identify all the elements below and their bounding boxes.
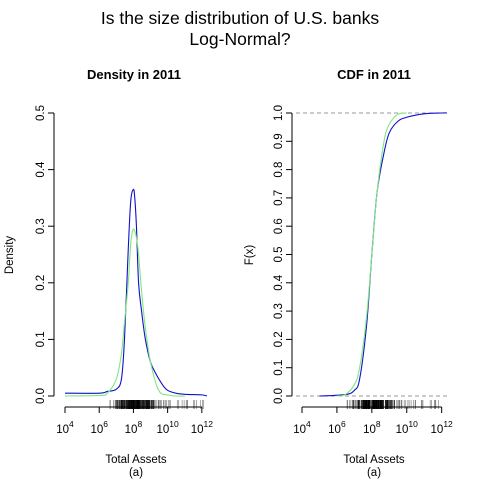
density-panel-title: Density in 2011 bbox=[87, 67, 181, 82]
cdf-panel-title: CDF in 2011 bbox=[337, 67, 411, 82]
cdf-x-tick-label: 108 bbox=[363, 419, 381, 436]
density-x-tick-label: 108 bbox=[125, 419, 143, 436]
figure-title-line-1: Is the size distribution of U.S. banks bbox=[101, 8, 379, 28]
cdf-x-tick-label: 1012 bbox=[431, 419, 454, 436]
density-x-axis-sublabel: (a) bbox=[129, 467, 143, 479]
cdf-y-tick-label: 0.2 bbox=[273, 331, 285, 347]
cdf-x-tick-label: 106 bbox=[328, 419, 346, 436]
density-y-axis-label: Density bbox=[4, 236, 16, 275]
cdf-x-tick-label: 1010 bbox=[396, 419, 419, 436]
cdf-y-tick-label: 0.6 bbox=[273, 218, 285, 234]
density-series-0-line bbox=[64, 188, 208, 397]
cdf-x-tick-label: 104 bbox=[293, 419, 311, 436]
density-x-tick-label: 104 bbox=[56, 419, 74, 436]
cdf-y-tick-label: 0.7 bbox=[273, 190, 285, 206]
density-y-tick-label: 0.1 bbox=[35, 331, 47, 347]
cdf-x-axis-label: Total Assets bbox=[343, 454, 405, 466]
cdf-y-axis-label: F(x) bbox=[244, 245, 256, 266]
cdf-x-axis-sublabel: (a) bbox=[367, 467, 381, 479]
density-x-tick-label: 106 bbox=[90, 419, 108, 436]
cdf-y-tick-label: 0.1 bbox=[273, 360, 285, 376]
density-x-tick-label: 1012 bbox=[191, 419, 214, 436]
cdf-y-tick-label: 1.0 bbox=[273, 105, 285, 121]
density-x-axis-label: Total Assets bbox=[105, 454, 167, 466]
density-y-tick-label: 0.5 bbox=[35, 105, 47, 121]
cdf-y-tick-label: 0.4 bbox=[273, 274, 285, 291]
density-y-tick-label: 0.4 bbox=[35, 161, 47, 178]
density-plot-marks: 0.0 0.1 0.2 0.3 0.4 0.5 104 106 108 1010 1012 bbox=[35, 105, 213, 436]
cdf-series-0-line bbox=[319, 112, 447, 397]
density-y-tick-label: 0.3 bbox=[35, 218, 47, 234]
density-series-1-line bbox=[64, 228, 185, 397]
cdf-plot-marks: 0.0 0.1 0.2 0.3 0.4 0.5 0.6 0.7 0.8 0.9 1.0 104 106 1… bbox=[273, 105, 453, 436]
density-x-tick-label: 1010 bbox=[156, 419, 179, 436]
cdf-panel: CDF in 2011 Total Assets (a) F(x) 0.0 0.1… bbox=[244, 67, 453, 479]
cdf-y-tick-label: 0.0 bbox=[273, 388, 285, 404]
cdf-y-tick-label: 0.9 bbox=[273, 133, 285, 149]
figure-title-line-2: Log-Normal? bbox=[189, 29, 290, 49]
cdf-series-1-line bbox=[336, 112, 407, 397]
cdf-y-tick-label: 0.8 bbox=[273, 162, 285, 178]
cdf-y-tick-label: 0.3 bbox=[273, 303, 285, 319]
density-y-tick-label: 0.0 bbox=[35, 388, 47, 404]
cdf-y-tick-label: 0.5 bbox=[273, 247, 285, 263]
density-y-tick-label: 0.2 bbox=[35, 275, 47, 291]
density-panel: Density in 2011 Total Assets (a) Density… bbox=[4, 67, 213, 479]
